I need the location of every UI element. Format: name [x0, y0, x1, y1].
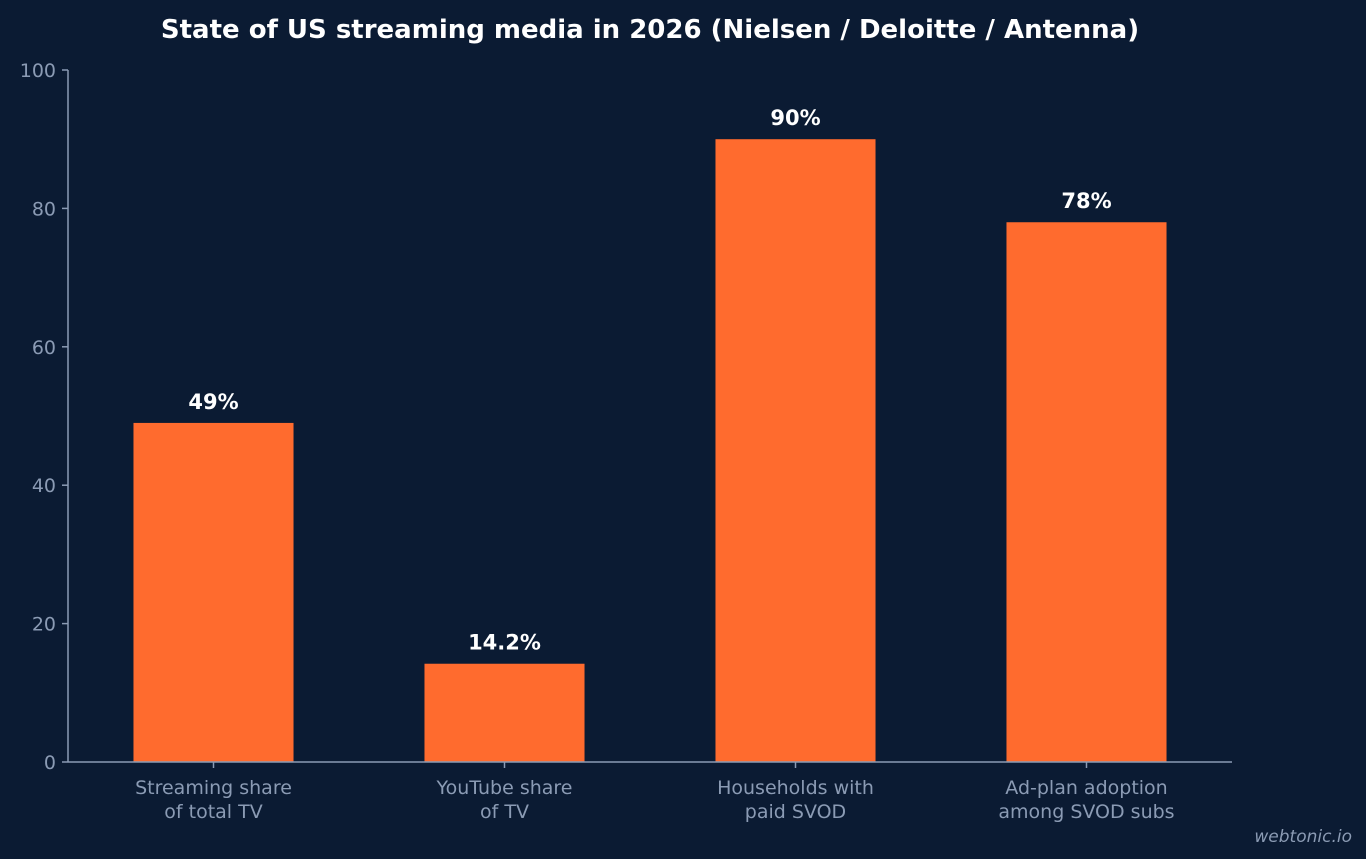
y-tick-label: 100 — [20, 60, 56, 82]
data-label: 90% — [770, 106, 820, 130]
y-axis: 0 20 40 60 80 100 — [20, 60, 69, 774]
data-label: 49% — [188, 390, 238, 414]
y-tick-label: 60 — [32, 337, 56, 359]
x-tick-label: Households with paid SVOD — [717, 777, 874, 823]
x-tick-label: Ad-plan adoption among SVOD subs — [998, 777, 1174, 823]
y-tick-label: 0 — [44, 752, 56, 774]
x-tick-label: YouTube share of TV — [436, 777, 573, 823]
bar — [133, 422, 294, 762]
data-label: 14.2% — [468, 631, 541, 655]
bars: 49% 14.2% 90% 78% — [133, 106, 1167, 763]
y-tick-label: 40 — [32, 475, 56, 497]
x-tick-label: Streaming share of total TV — [135, 777, 292, 823]
chart-title: State of US streaming media in 2026 (Nie… — [161, 15, 1139, 45]
watermark: webtonic.io — [1254, 827, 1352, 847]
bar — [1006, 222, 1167, 763]
y-tick-label: 20 — [32, 614, 56, 636]
bar — [715, 139, 876, 762]
y-tick-label: 80 — [32, 198, 56, 220]
x-axis: Streaming share of total TV YouTube share o… — [68, 761, 1232, 823]
bar — [424, 663, 585, 762]
data-label: 78% — [1061, 189, 1111, 213]
